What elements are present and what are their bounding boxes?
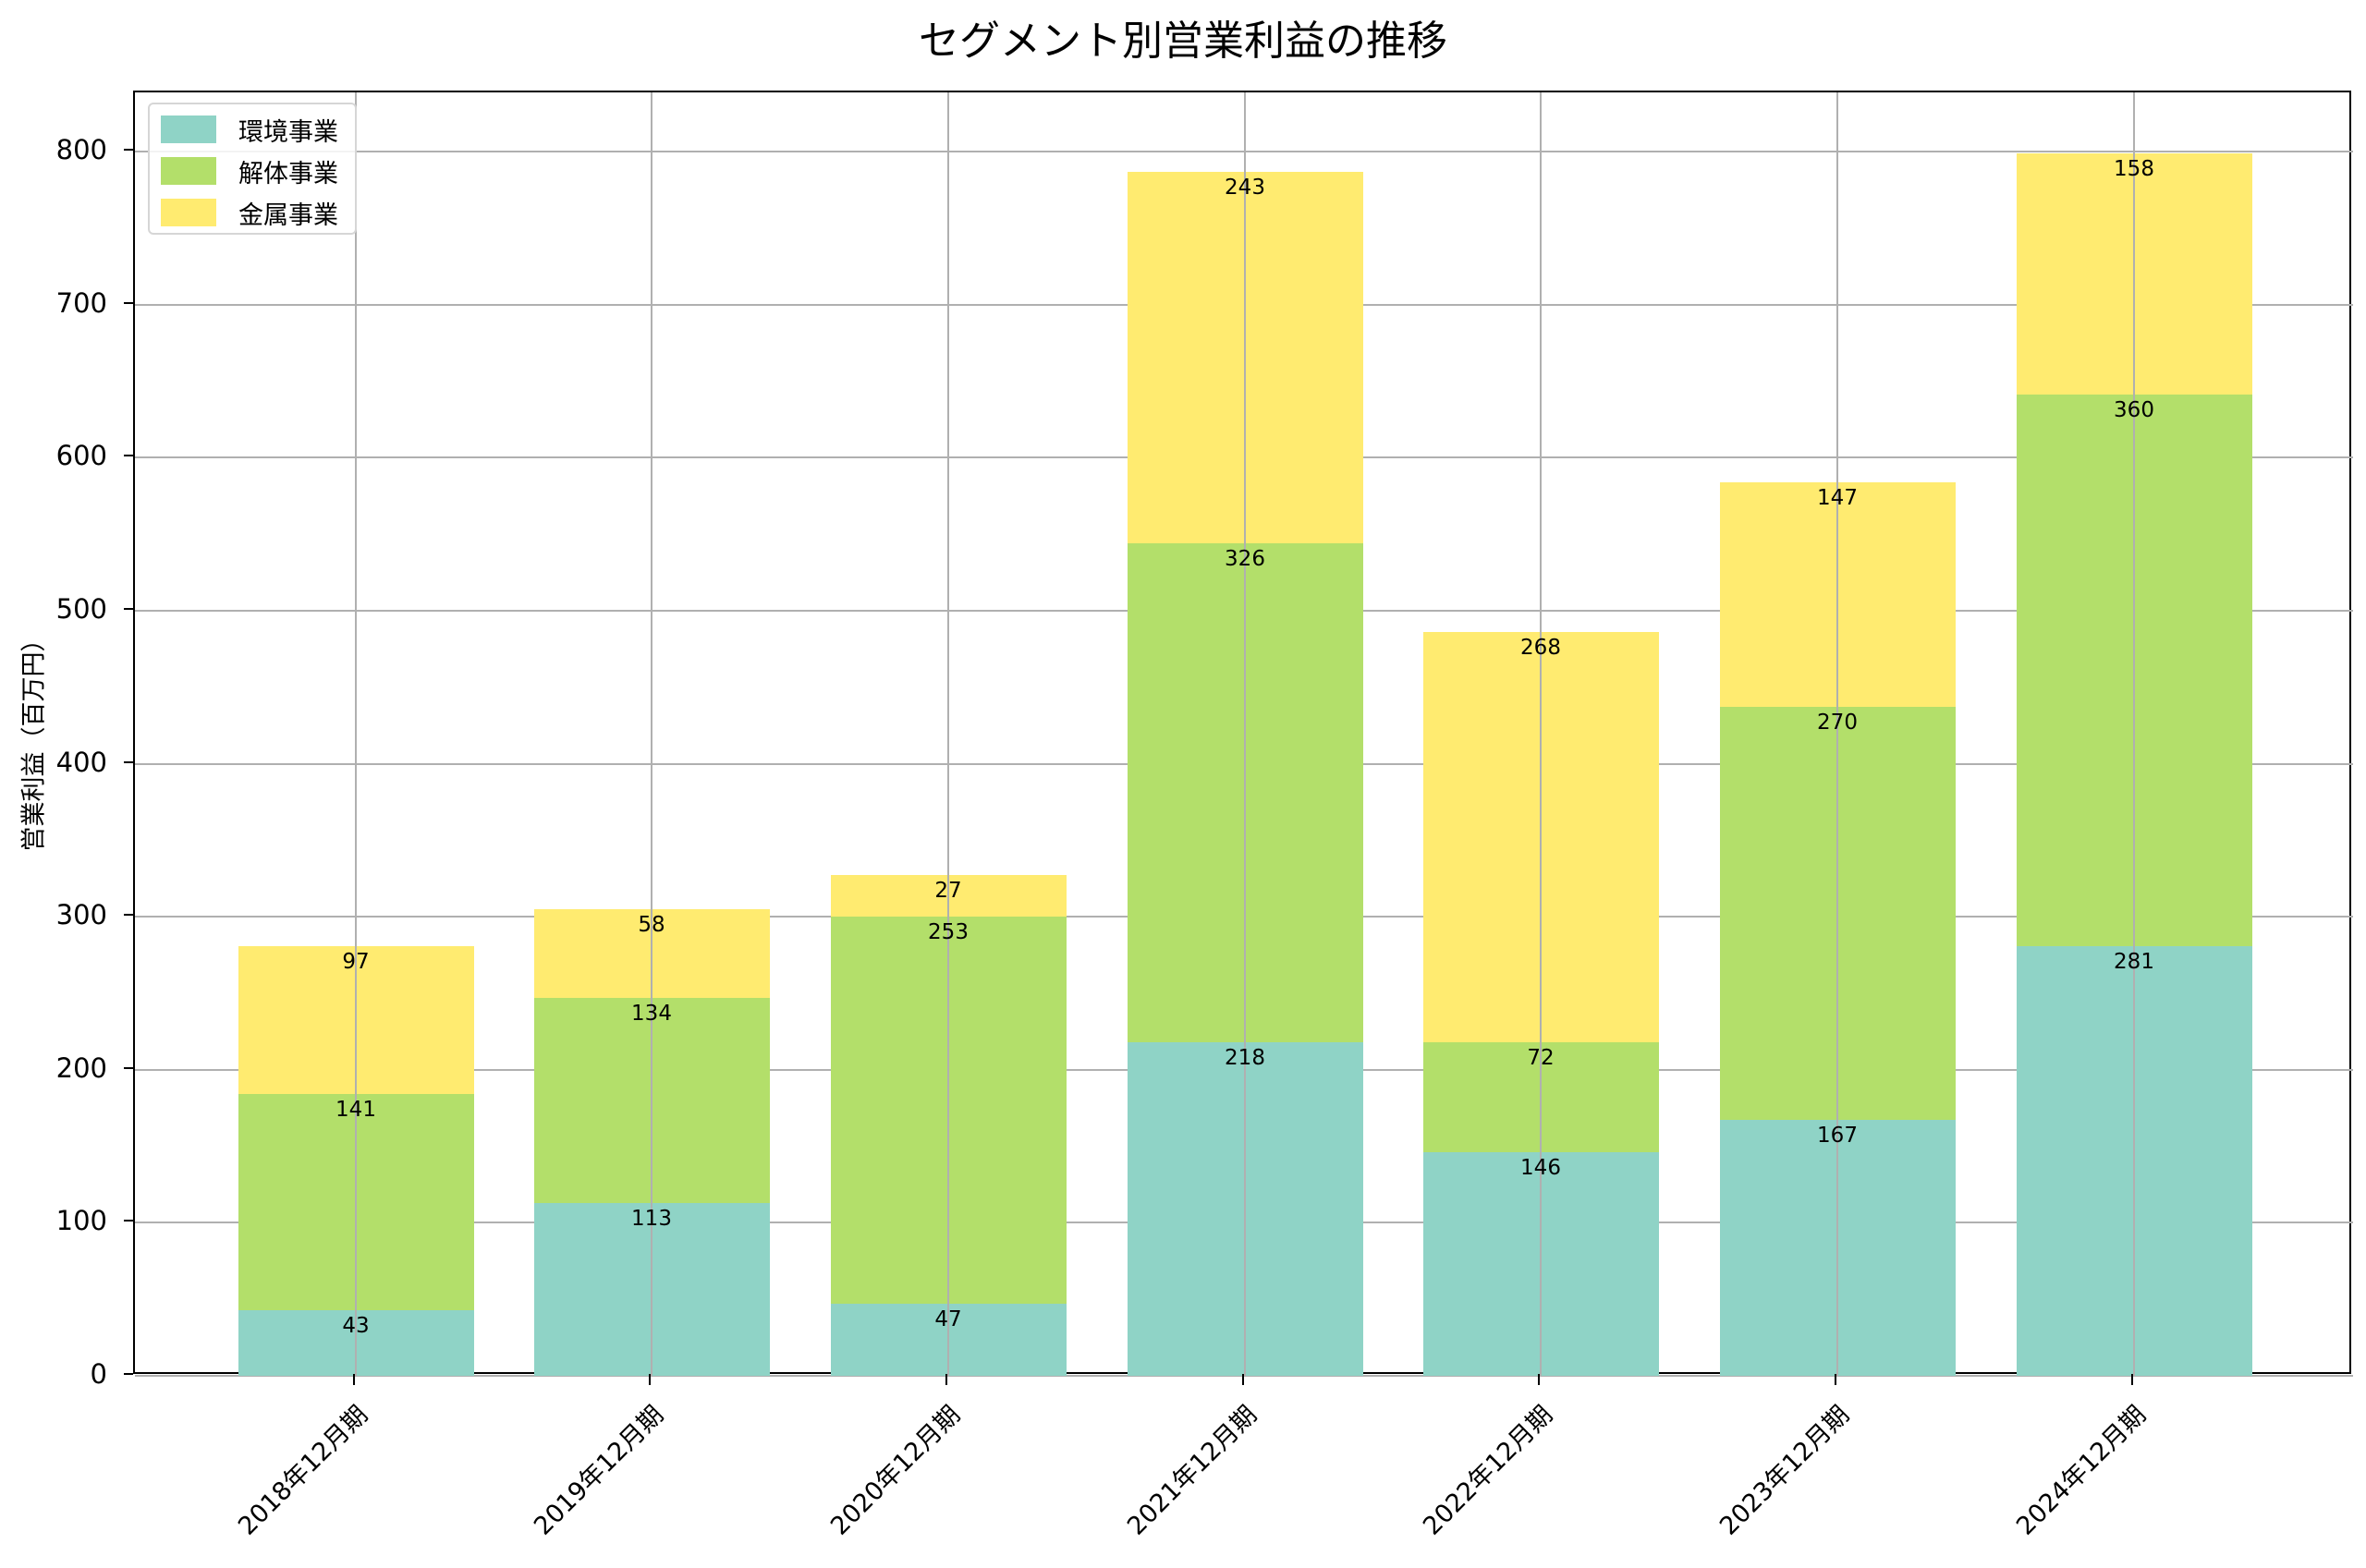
- chart-title: セグメント別営業利益の推移: [919, 18, 1447, 65]
- x-tick-mark: [1538, 1374, 1540, 1385]
- x-tick-label: 2022年12月期: [1417, 1400, 1559, 1541]
- x-tick-mark: [1242, 1374, 1244, 1385]
- bar-value-label: 268: [1520, 636, 1561, 661]
- y-axis-label: 営業利益（百万円）: [19, 626, 49, 852]
- bar-value-label: 281: [2114, 949, 2154, 974]
- bar-value-label: 167: [1817, 1124, 1858, 1149]
- v-gridline: [355, 92, 357, 1376]
- y-tick-mark: [124, 914, 133, 917]
- y-tick-mark: [124, 1066, 133, 1069]
- legend-item: 環境事業: [161, 115, 338, 147]
- y-tick-label: 300: [55, 899, 107, 931]
- x-tick-mark: [2131, 1374, 2133, 1385]
- v-gridline: [2133, 92, 2135, 1376]
- v-gridline: [651, 92, 652, 1376]
- x-tick-mark: [1835, 1374, 1836, 1385]
- bar-value-label: 360: [2114, 398, 2154, 423]
- bar-value-label: 326: [1225, 547, 1265, 571]
- h-gridline: [135, 1375, 2353, 1377]
- y-tick-mark: [124, 455, 133, 457]
- plot-area: 43 141 97 113 134 58 47 253 27 218 326 243 146 72 268 1…: [133, 91, 2353, 1377]
- y-tick-mark: [124, 1373, 133, 1375]
- v-gridline: [1244, 92, 1246, 1376]
- y-tick-label: 800: [55, 134, 107, 165]
- bar-value-label: 147: [1817, 485, 1858, 510]
- x-tick-label: 2023年12月期: [1714, 1400, 1856, 1541]
- v-gridline: [947, 92, 949, 1376]
- bar-value-label: 134: [631, 1001, 672, 1026]
- y-tick-mark: [124, 301, 133, 304]
- legend-item: 金属事業: [161, 199, 338, 230]
- y-tick-label: 500: [55, 592, 107, 625]
- bar-value-label: 218: [1225, 1045, 1265, 1070]
- legend-label: 環境事業: [238, 117, 338, 147]
- bar-value-label: 253: [928, 920, 969, 945]
- legend-label: 金属事業: [238, 201, 338, 230]
- y-tick-label: 700: [55, 286, 107, 319]
- x-tick-label: 2020年12月期: [824, 1400, 967, 1541]
- x-tick-mark: [353, 1374, 355, 1385]
- y-tick-mark: [124, 149, 133, 151]
- bar-value-label: 141: [335, 1098, 376, 1123]
- x-tick-label: 2018年12月期: [232, 1400, 374, 1541]
- legend-label: 解体事業: [238, 159, 338, 188]
- legend-item: 解体事業: [161, 157, 338, 188]
- y-tick-label: 0: [90, 1358, 107, 1390]
- y-tick-mark: [124, 760, 133, 763]
- bar-value-label: 47: [934, 1307, 962, 1332]
- bar-value-label: 146: [1520, 1156, 1561, 1181]
- bar-value-label: 72: [1527, 1045, 1555, 1070]
- bar-value-label: 27: [934, 879, 962, 904]
- bar-value-label: 158: [2114, 156, 2154, 181]
- y-tick-label: 600: [55, 440, 107, 472]
- y-tick-mark: [124, 607, 133, 610]
- legend-swatch: [161, 199, 216, 226]
- y-tick-label: 400: [55, 746, 107, 778]
- v-gridline: [1540, 92, 1542, 1376]
- legend-swatch: [161, 115, 216, 143]
- legend-swatch: [161, 157, 216, 185]
- y-tick-label: 100: [55, 1205, 107, 1237]
- y-tick-mark: [124, 1220, 133, 1222]
- x-tick-label: 2021年12月期: [1121, 1400, 1263, 1541]
- x-tick-mark: [945, 1374, 947, 1385]
- v-gridline: [1836, 92, 1838, 1376]
- bar-value-label: 97: [342, 949, 370, 974]
- x-tick-mark: [649, 1374, 651, 1385]
- bar-value-label: 270: [1817, 711, 1858, 735]
- x-tick-label: 2024年12月期: [2010, 1400, 2153, 1541]
- y-tick-label: 200: [55, 1051, 107, 1084]
- bar-value-label: 243: [1225, 175, 1265, 200]
- bar-value-label: 58: [638, 912, 665, 937]
- bar-value-label: 43: [342, 1313, 370, 1338]
- bar-value-label: 113: [631, 1206, 672, 1231]
- x-tick-label: 2019年12月期: [528, 1400, 670, 1541]
- legend: 環境事業解体事業金属事業: [148, 103, 357, 235]
